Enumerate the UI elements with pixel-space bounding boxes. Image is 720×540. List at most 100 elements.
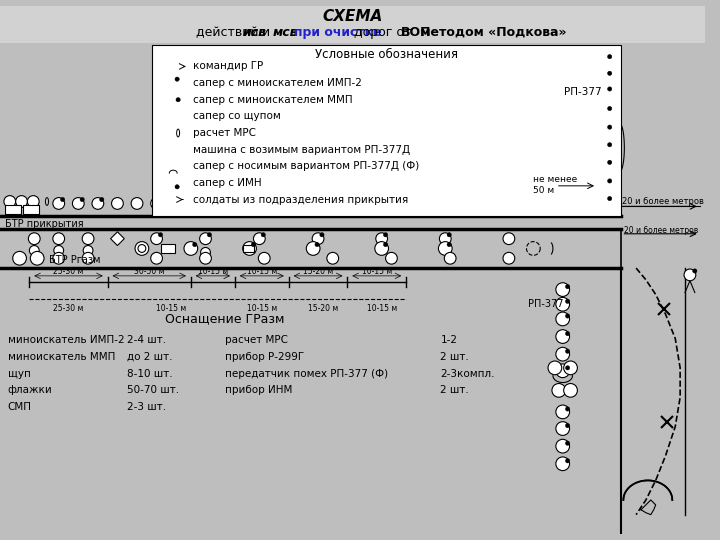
Circle shape xyxy=(598,69,611,83)
Text: 15-20 м: 15-20 м xyxy=(308,303,338,313)
Circle shape xyxy=(166,59,180,73)
Circle shape xyxy=(556,283,570,296)
Text: 2-3компл.: 2-3компл. xyxy=(441,369,495,379)
Circle shape xyxy=(565,314,570,318)
Circle shape xyxy=(150,233,163,245)
Circle shape xyxy=(598,53,611,66)
Circle shape xyxy=(166,93,180,106)
Bar xyxy=(243,245,254,252)
Circle shape xyxy=(548,361,562,375)
Circle shape xyxy=(565,366,570,370)
Text: до 2 шт.: до 2 шт. xyxy=(127,352,173,362)
Text: ВОП: ВОП xyxy=(401,26,431,39)
Text: расчет МРС: расчет МРС xyxy=(225,335,288,346)
Circle shape xyxy=(598,141,611,154)
Circle shape xyxy=(112,198,123,210)
Circle shape xyxy=(315,242,319,247)
Circle shape xyxy=(175,77,179,82)
Circle shape xyxy=(598,85,611,99)
Circle shape xyxy=(169,63,177,70)
Text: 15-20 м: 15-20 м xyxy=(303,267,333,276)
Circle shape xyxy=(384,242,388,247)
Circle shape xyxy=(556,457,570,471)
Circle shape xyxy=(562,198,573,210)
Circle shape xyxy=(201,247,210,257)
Text: прибор ИНМ: прибор ИНМ xyxy=(225,386,292,395)
Text: передатчик помех РП-377 (Ф): передатчик помех РП-377 (Ф) xyxy=(225,369,388,379)
Circle shape xyxy=(150,198,163,210)
Circle shape xyxy=(243,241,256,255)
Text: 10-15 м: 10-15 м xyxy=(366,303,397,313)
Circle shape xyxy=(565,407,570,411)
Circle shape xyxy=(190,198,202,210)
Circle shape xyxy=(386,252,397,264)
Text: 10-15 м: 10-15 м xyxy=(361,267,392,276)
Text: 10-15 м: 10-15 м xyxy=(247,303,277,313)
Circle shape xyxy=(462,198,474,210)
Circle shape xyxy=(60,198,65,202)
Circle shape xyxy=(447,233,451,237)
Circle shape xyxy=(608,87,612,91)
Bar xyxy=(5,205,21,214)
Circle shape xyxy=(598,194,611,208)
Circle shape xyxy=(384,233,388,237)
Circle shape xyxy=(556,312,570,326)
Bar xyxy=(163,143,168,147)
Circle shape xyxy=(4,195,16,207)
Text: 2 шт.: 2 шт. xyxy=(441,386,469,395)
Circle shape xyxy=(184,241,198,255)
Circle shape xyxy=(608,55,612,59)
Circle shape xyxy=(13,252,27,265)
Circle shape xyxy=(564,383,577,397)
Text: 2 шт.: 2 шт. xyxy=(441,352,469,362)
Circle shape xyxy=(16,195,27,207)
Circle shape xyxy=(207,233,212,237)
Circle shape xyxy=(253,233,265,245)
Text: 2-3 шт.: 2-3 шт. xyxy=(127,402,166,412)
Text: командир ГР: командир ГР xyxy=(193,62,263,71)
Circle shape xyxy=(608,197,612,201)
Circle shape xyxy=(92,198,104,210)
Circle shape xyxy=(163,152,168,157)
Circle shape xyxy=(30,246,39,255)
Circle shape xyxy=(258,252,270,264)
Circle shape xyxy=(565,423,570,428)
Circle shape xyxy=(693,269,697,273)
Circle shape xyxy=(341,198,354,210)
Text: 20 и более метров: 20 и более метров xyxy=(622,197,704,206)
Circle shape xyxy=(552,383,566,397)
Text: СМП: СМП xyxy=(8,402,32,412)
Text: Условные обозначения: Условные обозначения xyxy=(315,48,458,61)
Circle shape xyxy=(608,71,612,76)
Text: 50-70 шт.: 50-70 шт. xyxy=(127,386,179,395)
Circle shape xyxy=(192,242,197,247)
Text: флажки: флажки xyxy=(8,386,53,395)
Circle shape xyxy=(565,441,570,445)
Circle shape xyxy=(131,198,143,210)
Text: сапер с миноискателем ММП: сапер с миноискателем ММП xyxy=(193,94,352,105)
Circle shape xyxy=(608,125,612,129)
Circle shape xyxy=(166,76,180,90)
Circle shape xyxy=(518,198,529,210)
Circle shape xyxy=(438,241,452,255)
Circle shape xyxy=(608,179,612,183)
Text: 10-15 м: 10-15 м xyxy=(247,267,277,276)
Circle shape xyxy=(54,246,63,255)
Circle shape xyxy=(327,252,338,264)
Text: 10-15 м: 10-15 м xyxy=(198,267,228,276)
Bar xyxy=(161,244,175,253)
Circle shape xyxy=(439,233,451,245)
Text: мсв: мсв xyxy=(273,26,299,39)
Circle shape xyxy=(556,298,570,311)
Text: сапер с миноискателем ИМП-2: сапер с миноискателем ИМП-2 xyxy=(193,78,361,88)
Circle shape xyxy=(598,158,611,172)
Circle shape xyxy=(166,176,180,190)
Circle shape xyxy=(164,127,175,138)
Text: БТР прикрытия: БТР прикрытия xyxy=(5,219,84,229)
Circle shape xyxy=(251,242,256,247)
Text: дорог от: дорог от xyxy=(350,26,415,39)
Circle shape xyxy=(565,349,570,353)
Circle shape xyxy=(608,106,612,111)
Circle shape xyxy=(73,198,84,210)
Text: миноискатель ММП: миноискатель ММП xyxy=(8,352,115,362)
